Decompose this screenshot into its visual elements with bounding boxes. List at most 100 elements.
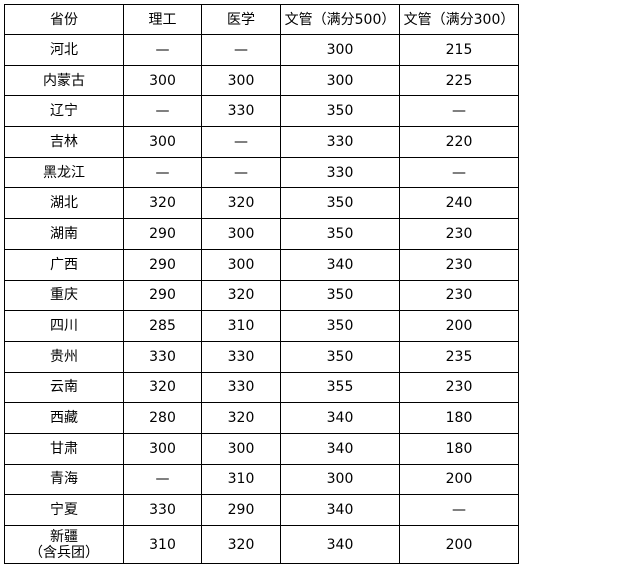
header-science: 理工: [123, 4, 202, 35]
score-table: 省份 理工 医学 文管（满分500） 文管（满分300） 河北 — —300 215 内…: [4, 4, 519, 564]
province-cell: 吉林: [4, 126, 124, 158]
medicine-cell: 310: [201, 310, 281, 342]
arts-500-cell: 340: [280, 494, 400, 526]
province-cell: 新疆 （含兵团）: [4, 525, 124, 564]
province-cell: 辽宁: [4, 95, 124, 128]
arts-300-cell: 230: [399, 248, 519, 281]
science-cell: 280: [123, 402, 202, 434]
science-cell: 290: [123, 279, 202, 312]
arts-300-cell: 200: [399, 463, 519, 496]
medicine-cell: 320: [201, 187, 281, 220]
province-cell: 西藏: [4, 402, 124, 434]
arts-500-cell: 330: [280, 126, 400, 158]
arts-300-cell: 220: [399, 126, 519, 158]
table-row: 贵州 330 330 350 235: [4, 340, 519, 373]
science-cell: —: [123, 156, 202, 189]
medicine-cell: 300: [201, 432, 281, 465]
table-row: 青海 —310 300 200: [4, 463, 519, 496]
arts-500-cell: 340: [280, 248, 400, 281]
arts-300-cell: —: [399, 95, 519, 128]
science-cell: 300: [123, 126, 202, 158]
medicine-cell: 330: [201, 371, 281, 404]
header-medicine: 医学: [201, 4, 281, 35]
arts-300-cell: 180: [399, 432, 519, 465]
header-arts-300: 文管（满分300）: [399, 4, 519, 35]
science-cell: —: [123, 34, 202, 66]
province-cell: 广西: [4, 248, 124, 281]
table-row: 重庆 290 320 350 230: [4, 279, 519, 312]
province-cell: 甘肃: [4, 432, 124, 465]
province-cell: 湖南: [4, 218, 124, 250]
medicine-cell: 320: [201, 279, 281, 312]
province-cell: 四川: [4, 310, 124, 342]
table-row: 甘肃 300 300 340 180: [4, 432, 519, 465]
arts-500-cell: 350: [280, 279, 400, 312]
medicine-cell: 290: [201, 494, 281, 526]
table-row: 西藏 280 320 340 180: [4, 402, 519, 434]
arts-500-cell: 350: [280, 95, 400, 128]
arts-300-cell: 200: [399, 525, 519, 564]
table-row: 湖北 320 320 350 240: [4, 187, 519, 220]
province-cell: 云南: [4, 371, 124, 404]
science-cell: 330: [123, 494, 202, 526]
medicine-cell: 330: [201, 340, 281, 373]
science-cell: 285: [123, 310, 202, 342]
science-cell: 320: [123, 371, 202, 404]
arts-500-cell: 300: [280, 463, 400, 496]
table-row: 河北 — —300 215: [4, 34, 519, 66]
province-cell: 黑龙江: [4, 156, 124, 189]
arts-300-cell: —: [399, 156, 519, 189]
medicine-cell: 330: [201, 95, 281, 128]
arts-500-cell: 350: [280, 187, 400, 220]
medicine-cell: 300: [201, 218, 281, 250]
arts-500-cell: 340: [280, 402, 400, 434]
table-row: 新疆 （含兵团） 310 320 340 200: [4, 525, 519, 564]
arts-300-cell: 225: [399, 64, 519, 97]
arts-300-cell: 240: [399, 187, 519, 220]
province-cell: 青海: [4, 463, 124, 496]
arts-500-cell: 340: [280, 525, 400, 564]
science-cell: —: [123, 95, 202, 128]
province-cell: 湖北: [4, 187, 124, 220]
table-row: 黑龙江 — —330—: [4, 156, 519, 189]
science-cell: 320: [123, 187, 202, 220]
arts-500-cell: 350: [280, 310, 400, 342]
arts-300-cell: 235: [399, 340, 519, 373]
medicine-cell: —: [201, 126, 281, 158]
science-cell: 300: [123, 64, 202, 97]
table-row: 辽宁 —330 350—: [4, 95, 519, 128]
table-row: 四川 285 310 350 200: [4, 310, 519, 342]
science-cell: —: [123, 463, 202, 496]
science-cell: 290: [123, 248, 202, 281]
table-body: 河北 — —300 215 内蒙古 300 300 300 225 辽宁 —330 350— 吉林 300…: [4, 34, 519, 564]
province-cell: 内蒙古: [4, 64, 124, 97]
arts-300-cell: 180: [399, 402, 519, 434]
province-cell: 宁夏: [4, 494, 124, 526]
medicine-cell: —: [201, 34, 281, 66]
table-row: 云南 320 330 355 230: [4, 371, 519, 404]
arts-300-cell: 230: [399, 371, 519, 404]
arts-500-cell: 300: [280, 64, 400, 97]
arts-300-cell: 230: [399, 218, 519, 250]
medicine-cell: 310: [201, 463, 281, 496]
arts-300-cell: —: [399, 494, 519, 526]
table-row: 广西 290 300 340 230: [4, 248, 519, 281]
arts-500-cell: 330: [280, 156, 400, 189]
arts-500-cell: 355: [280, 371, 400, 404]
arts-300-cell: 200: [399, 310, 519, 342]
header-row: 省份 理工 医学 文管（满分500） 文管（满分300）: [4, 4, 519, 35]
medicine-cell: 300: [201, 64, 281, 97]
table-row: 宁夏 330 290 340—: [4, 494, 519, 526]
table-row: 湖南 290 300 350 230: [4, 218, 519, 250]
province-cell: 河北: [4, 34, 124, 66]
science-cell: 300: [123, 432, 202, 465]
province-cell: 重庆: [4, 279, 124, 312]
table-row: 内蒙古 300 300 300 225: [4, 64, 519, 97]
science-cell: 310: [123, 525, 202, 564]
arts-500-cell: 300: [280, 34, 400, 66]
medicine-cell: 320: [201, 525, 281, 564]
medicine-cell: —: [201, 156, 281, 189]
medicine-cell: 300: [201, 248, 281, 281]
science-cell: 330: [123, 340, 202, 373]
arts-300-cell: 215: [399, 34, 519, 66]
